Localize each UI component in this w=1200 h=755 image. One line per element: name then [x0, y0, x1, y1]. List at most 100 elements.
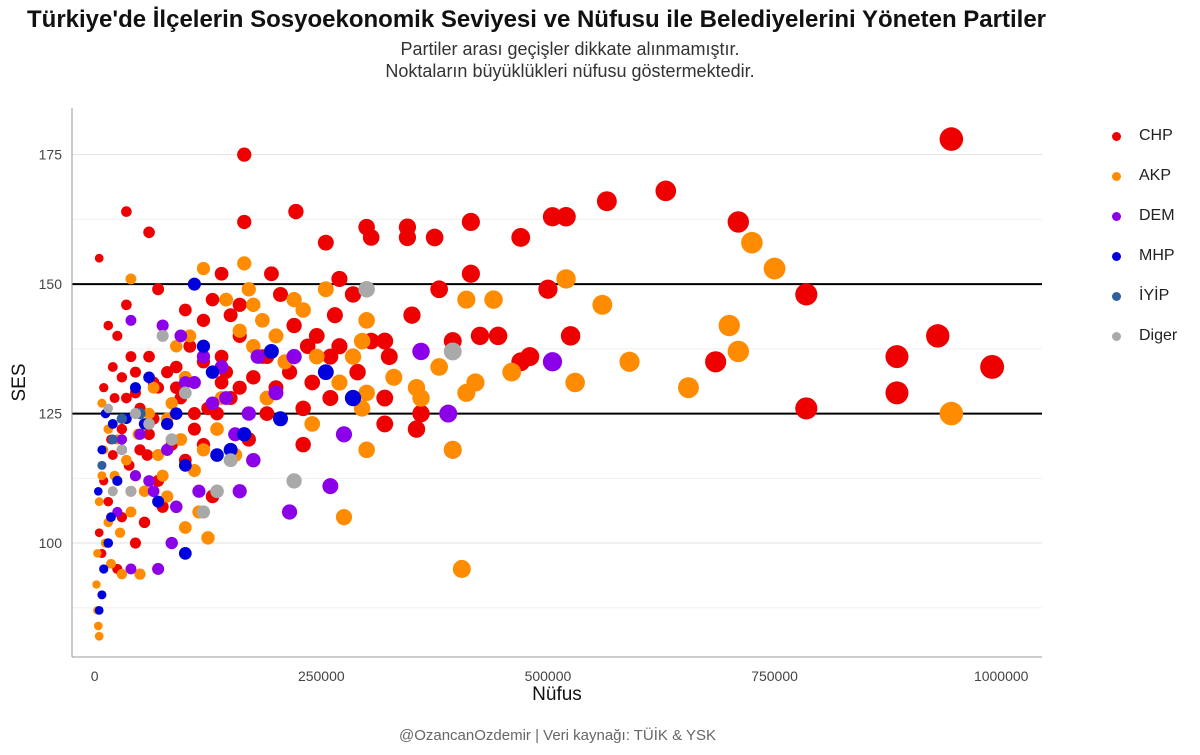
data-point [143, 418, 155, 430]
data-point [106, 558, 116, 569]
data-point [344, 348, 362, 365]
legend-swatch [1112, 251, 1121, 261]
data-point [317, 364, 334, 381]
data-point [112, 330, 123, 341]
data-point [286, 317, 302, 334]
data-point [308, 348, 325, 365]
data-point [116, 423, 128, 435]
x-tick-label: 250000 [298, 668, 345, 684]
x-axis-title: Nüfus [532, 684, 582, 705]
data-point [795, 283, 818, 306]
data-point [592, 294, 613, 315]
data-point [219, 292, 234, 307]
data-point [452, 559, 471, 578]
data-point [439, 404, 458, 423]
data-point [885, 345, 909, 369]
data-point [165, 397, 178, 410]
data-point [718, 314, 740, 337]
data-point [326, 307, 343, 324]
data-point [143, 475, 155, 487]
data-point [178, 458, 192, 472]
data-point [322, 390, 339, 407]
data-point [121, 392, 132, 404]
data-point [655, 180, 677, 202]
data-point [430, 280, 448, 299]
data-point [268, 385, 284, 401]
data-point [443, 342, 462, 361]
data-point [763, 257, 786, 280]
data-point [335, 509, 353, 526]
data-point [97, 460, 107, 470]
data-point [255, 313, 270, 328]
data-point [286, 348, 302, 365]
data-point [556, 207, 576, 227]
data-point [353, 332, 371, 350]
data-point [385, 368, 403, 386]
data-point [223, 442, 238, 457]
data-point [565, 372, 585, 393]
data-point [93, 549, 102, 558]
data-point [116, 413, 128, 424]
data-point [344, 389, 362, 407]
y-tick-label: 150 [39, 276, 63, 292]
data-point [187, 407, 201, 421]
data-points [92, 127, 1005, 641]
data-point [187, 375, 201, 390]
data-point [295, 436, 311, 453]
data-point [538, 279, 558, 299]
data-point [407, 420, 426, 438]
data-point [542, 352, 563, 372]
data-point [205, 365, 220, 379]
data-point [980, 355, 1005, 379]
scatter-plot: 0 250000 500000 750000 1000000 100125150175 … [9, 108, 1042, 705]
data-point [183, 339, 197, 353]
data-point [304, 416, 321, 432]
data-point [237, 427, 252, 442]
data-point [214, 375, 229, 390]
data-point [97, 471, 107, 481]
data-point [376, 332, 394, 350]
data-point [542, 207, 563, 227]
legend-label: İYİP [1139, 287, 1170, 304]
legend-label: DEM [1139, 207, 1175, 224]
data-point [196, 261, 211, 276]
data-point [125, 273, 137, 285]
data-point [103, 538, 114, 548]
data-point [143, 226, 155, 239]
data-point [488, 326, 508, 346]
data-point [125, 563, 137, 575]
y-tick-label: 100 [39, 535, 63, 551]
data-point [156, 319, 169, 332]
data-point [214, 266, 229, 281]
data-point [232, 484, 247, 499]
data-point [125, 485, 137, 497]
x-axis-ticks: 0 250000 500000 750000 1000000 [91, 668, 1029, 684]
data-point [926, 324, 950, 348]
data-point [161, 490, 174, 503]
data-point [129, 408, 141, 420]
data-point [223, 453, 238, 468]
data-point [331, 270, 348, 287]
y-tick-label: 175 [39, 147, 63, 163]
legend-item: Diger [1108, 316, 1200, 356]
data-point [214, 349, 229, 364]
data-point [165, 536, 178, 550]
data-point [196, 313, 211, 327]
data-point [103, 403, 114, 414]
data-point [161, 417, 174, 431]
data-point [272, 411, 289, 427]
data-point [237, 256, 252, 271]
data-point [317, 234, 334, 251]
data-point [143, 428, 155, 441]
data-point [143, 371, 155, 384]
data-point [129, 470, 141, 482]
data-point [210, 422, 224, 436]
data-point [147, 381, 160, 394]
data-point [187, 277, 201, 291]
data-point [295, 302, 311, 318]
data-point [178, 376, 192, 389]
data-point [205, 396, 220, 410]
data-point [174, 433, 188, 446]
data-point [264, 344, 279, 359]
data-point [511, 228, 531, 247]
